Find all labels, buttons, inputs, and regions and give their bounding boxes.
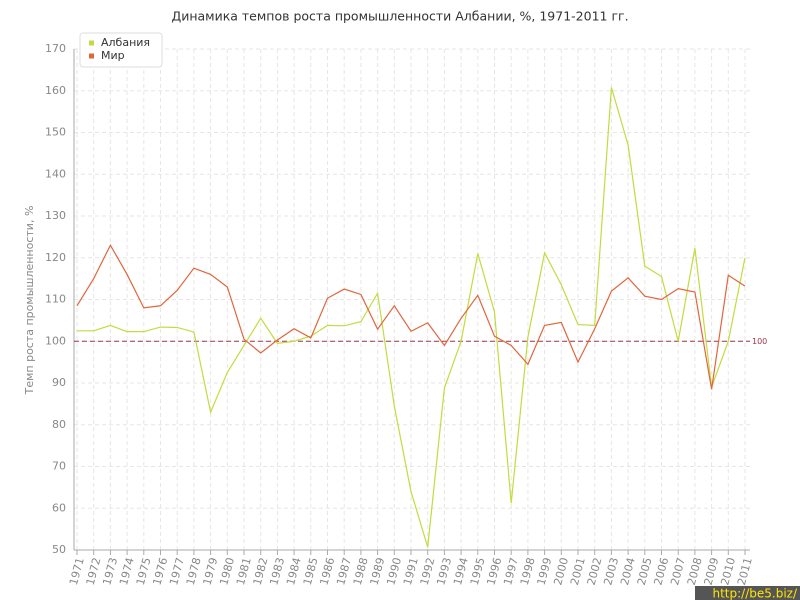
y-tick-label: 90 [52, 376, 66, 389]
y-tick-label: 140 [45, 167, 66, 180]
series-line [77, 87, 746, 548]
y-tick-label: 60 [52, 501, 66, 514]
y-axis-label: Темп роста промышленности, % [23, 206, 36, 396]
y-tick-label: 110 [45, 293, 66, 306]
y-tick-label: 160 [45, 84, 66, 97]
y-tick-label: 80 [52, 418, 66, 431]
y-tick-label: 100 [45, 334, 66, 347]
y-tick-label: 130 [45, 209, 66, 222]
y-tick-label: 170 [45, 42, 66, 55]
legend-label: Мир [101, 49, 125, 62]
legend-label: Албания [101, 36, 150, 49]
legend-swatch [89, 53, 94, 59]
x-tick-label: 2011 [735, 556, 755, 586]
reference-label: 100 [752, 337, 767, 346]
y-tick-label: 150 [45, 126, 66, 139]
y-tick-label: 70 [52, 460, 66, 473]
watermark-bg [695, 586, 800, 600]
legend-swatch [89, 40, 94, 46]
legend-box [79, 32, 163, 68]
y-tick-label: 120 [45, 251, 66, 264]
y-tick-label: 50 [52, 543, 66, 556]
chart-title: Динамика темпов роста промышленности Алб… [171, 9, 628, 24]
series-line [76, 243, 746, 390]
watermark: http://be5.biz/ [712, 587, 797, 600]
